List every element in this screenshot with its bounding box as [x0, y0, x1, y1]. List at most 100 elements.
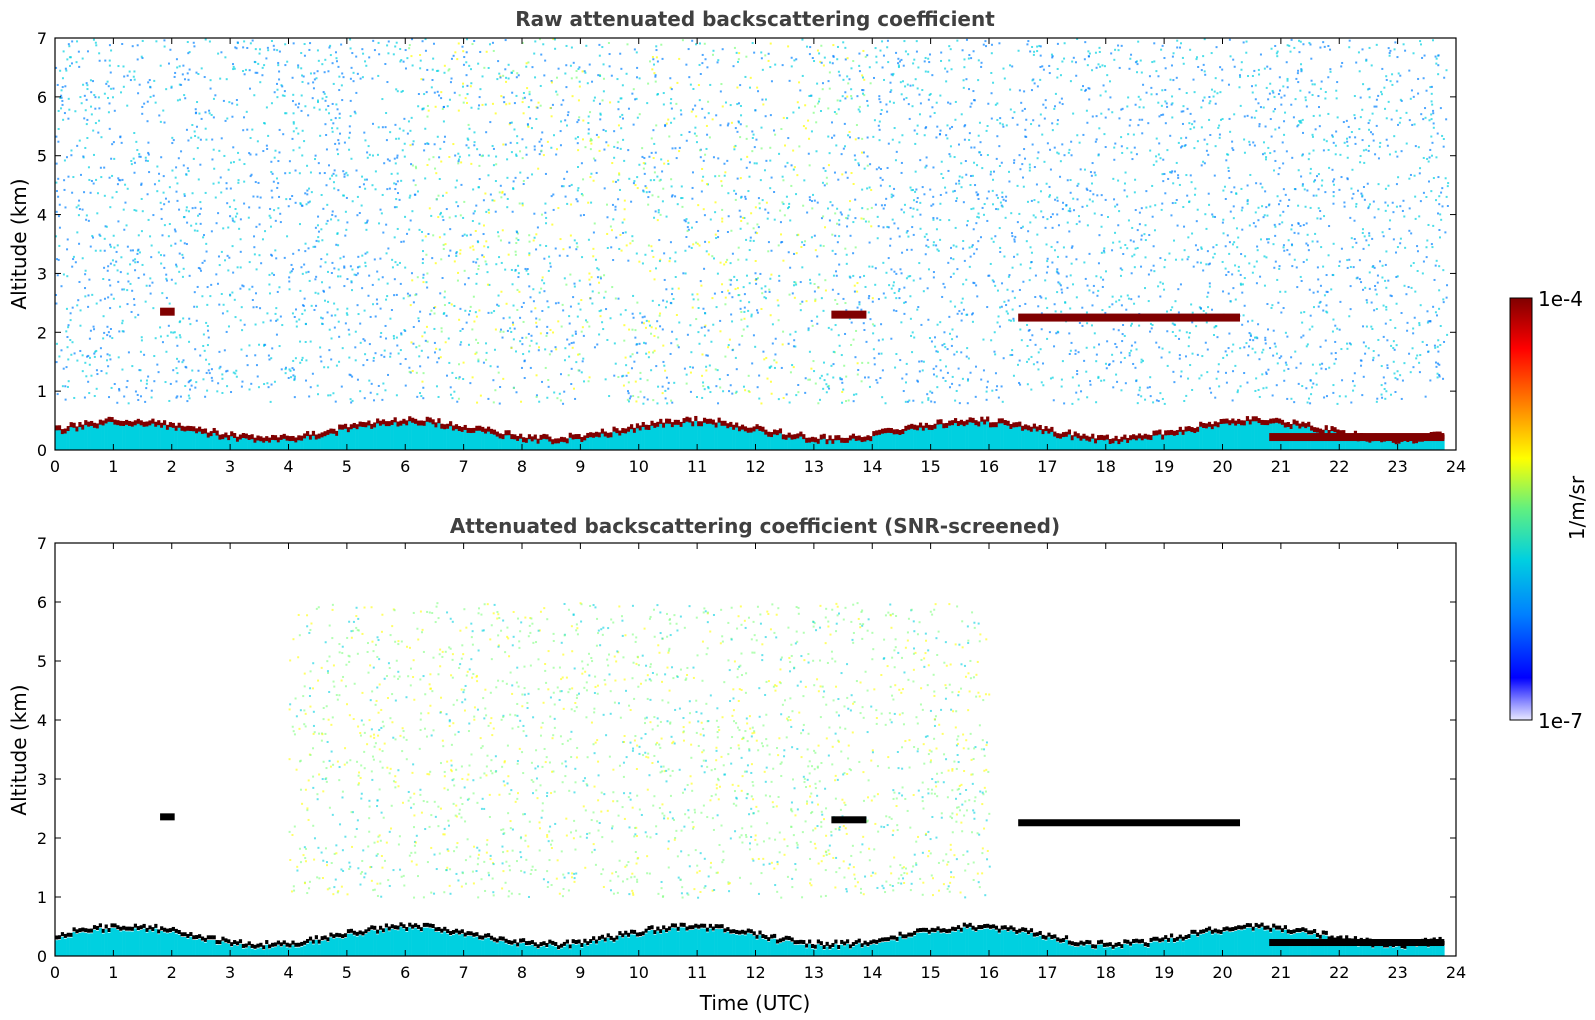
panel1-speckle	[667, 387, 670, 390]
panel1-speckle	[337, 320, 340, 323]
panel1-speckle	[742, 286, 745, 289]
panel1-speckle	[587, 380, 590, 383]
panel1-speckle	[786, 207, 789, 210]
panel1-speckle	[175, 367, 178, 370]
panel1-speckle	[1140, 361, 1143, 364]
panel1-speckle	[422, 372, 425, 375]
panel1-speckle	[882, 207, 885, 210]
panel1-speckle	[355, 169, 358, 172]
panel1-speckle	[172, 369, 175, 372]
panel1-speckle	[1381, 67, 1384, 70]
panel1-speckle	[514, 253, 517, 256]
panel1-speckle	[276, 186, 279, 189]
panel1-speckle	[1090, 324, 1093, 327]
panel1-speckle	[1054, 105, 1057, 108]
panel1-speckle	[1264, 336, 1267, 339]
panel1-speckle	[165, 273, 168, 276]
panel1-speckle	[685, 63, 688, 66]
panel1-speckle	[1187, 236, 1190, 239]
panel1-speckle	[856, 373, 859, 376]
panel1-speckle	[67, 97, 70, 100]
panel1-speckle	[473, 320, 476, 323]
panel1-speckle	[254, 354, 257, 357]
panel1-speckle	[490, 311, 493, 314]
panel1-speckle	[986, 219, 989, 222]
panel1-speckle	[509, 327, 512, 330]
panel1-speckle	[1305, 242, 1308, 245]
panel1-speckle	[538, 38, 541, 41]
panel1-speckle	[897, 227, 900, 230]
panel1-speckle	[1259, 53, 1262, 56]
panel1-speckle	[994, 372, 997, 375]
panel1-speckle	[1164, 122, 1167, 125]
panel1-speckle	[1381, 276, 1384, 279]
panel1-speckle	[347, 328, 350, 331]
panel1-speckle	[289, 369, 292, 372]
panel1-speckle	[577, 149, 580, 152]
panel1-speckle	[888, 284, 891, 287]
panel1-speckle	[1265, 372, 1268, 375]
panel1-speckle	[660, 158, 663, 161]
panel1-speckle	[1224, 350, 1227, 353]
panel1-speckle	[544, 211, 547, 214]
panel1-speckle	[55, 210, 58, 213]
panel1-speckle	[79, 173, 82, 176]
panel1-speckle	[1435, 57, 1438, 60]
panel1-speckle	[1116, 203, 1119, 206]
panel1-speckle	[1030, 388, 1033, 391]
panel1-speckle	[499, 75, 502, 78]
panel1-speckle	[217, 52, 220, 55]
panel1-speckle	[1409, 97, 1412, 100]
panel1-speckle	[205, 250, 208, 253]
panel1-speckle	[380, 212, 383, 215]
panel1-speckle	[313, 308, 316, 311]
panel1-speckle	[243, 180, 246, 183]
panel1-speckle	[794, 345, 797, 348]
panel1-speckle	[970, 208, 973, 211]
panel1-speckle	[447, 337, 450, 340]
panel1-speckle	[651, 194, 654, 197]
panel1-speckle	[96, 192, 99, 195]
panel1-speckle	[993, 350, 996, 353]
panel1-speckle	[1311, 133, 1314, 136]
panel1-speckle	[763, 296, 766, 299]
panel1-speckle	[1255, 182, 1258, 185]
panel1-speckle	[746, 325, 749, 328]
panel1-speckle	[150, 389, 153, 392]
panel1-speckle	[270, 102, 273, 105]
panel1-speckle	[289, 271, 292, 274]
panel1-speckle	[910, 248, 913, 251]
panel1-speckle	[150, 244, 153, 247]
panel1-speckle	[506, 197, 509, 200]
panel1-speckle	[815, 150, 818, 153]
panel1-speckle	[1092, 291, 1095, 294]
panel1-speckle	[409, 194, 412, 197]
panel1-speckle	[231, 219, 234, 222]
panel1-speckle	[120, 91, 123, 94]
panel1-speckle	[1228, 241, 1231, 244]
panel1-speckle	[748, 86, 751, 89]
panel1-speckle	[456, 279, 459, 282]
panel1-speckle	[339, 257, 342, 260]
panel1-speckle	[781, 64, 784, 67]
panel1-speckle	[1258, 73, 1261, 76]
panel1-speckle	[1000, 204, 1003, 207]
panel1-speckle	[410, 55, 413, 58]
panel1-speckle	[163, 39, 166, 42]
panel1-speckle	[195, 381, 198, 384]
panel1-speckle	[1295, 77, 1298, 80]
panel1-speckle	[1300, 121, 1303, 124]
panel1-speckle	[421, 230, 424, 233]
panel1-speckle	[744, 195, 747, 198]
panel1-speckle	[807, 119, 810, 122]
panel1-speckle	[958, 384, 961, 387]
panel1-speckle	[898, 297, 901, 300]
panel1-speckle	[196, 229, 199, 232]
panel1-speckle	[464, 97, 467, 100]
panel1-speckle	[827, 164, 830, 167]
panel1-speckle	[1013, 255, 1016, 258]
panel1-speckle	[925, 156, 928, 159]
panel1-speckle	[234, 316, 237, 319]
panel1-speckle	[386, 158, 389, 161]
panel1-speckle	[544, 172, 547, 175]
